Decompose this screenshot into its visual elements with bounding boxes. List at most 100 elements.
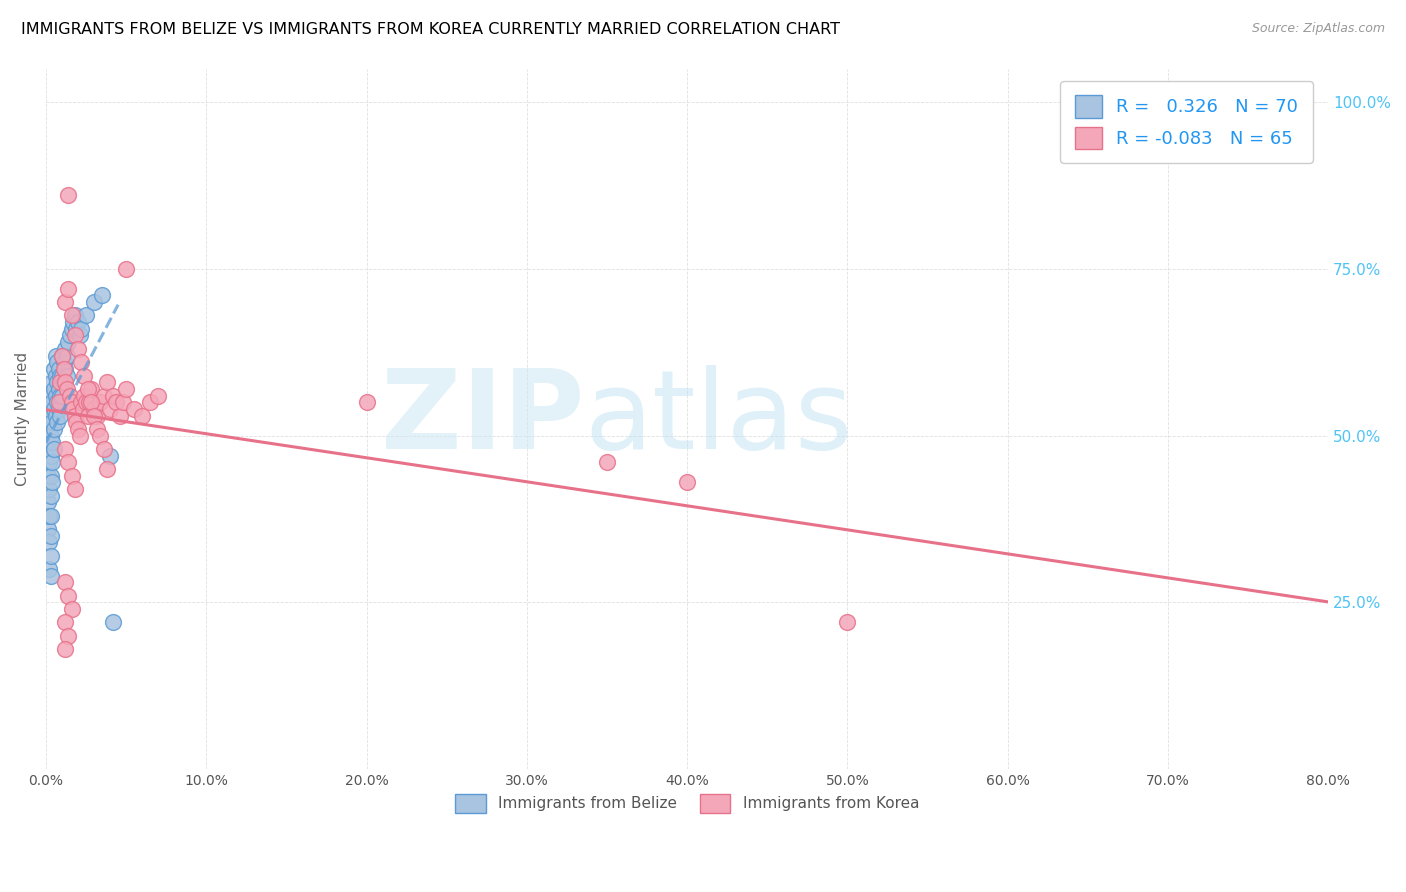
Point (39, 468, 62, 483)
Point (48, 362, 70, 376)
Point (70, 395, 93, 409)
Point (38, 482, 60, 496)
Point (38, 562, 60, 576)
Point (83, 401, 105, 416)
Point (53, 442, 76, 456)
Point (837, 615, 859, 630)
Point (66, 342, 89, 356)
Point (103, 615, 125, 630)
Point (58, 188, 80, 202)
Point (58, 335, 80, 350)
Point (45, 388, 67, 402)
Point (37, 495, 59, 509)
Point (63, 328, 86, 343)
Point (59, 328, 82, 343)
Point (53, 295, 76, 310)
Point (39, 508, 62, 523)
Point (38, 535, 60, 549)
Point (48, 382, 70, 396)
Point (66, 422, 89, 436)
Point (56, 368, 79, 383)
Point (122, 401, 145, 416)
Point (93, 442, 115, 456)
Point (98, 449, 121, 463)
Legend: Immigrants from Belize, Immigrants from Korea: Immigrants from Belize, Immigrants from … (443, 781, 931, 825)
Point (58, 589, 80, 603)
Point (58, 629, 80, 643)
Point (53, 642, 76, 657)
Point (51, 349, 73, 363)
Point (41, 375, 63, 389)
Point (39, 449, 62, 463)
Point (41, 455, 63, 469)
Point (131, 409, 153, 423)
Point (70, 322, 93, 336)
Point (58, 282, 80, 296)
Point (69, 428, 91, 442)
Point (86, 422, 108, 436)
Point (146, 388, 169, 402)
Text: atlas: atlas (585, 366, 853, 473)
Point (108, 409, 131, 423)
Point (49, 375, 72, 389)
Point (596, 455, 619, 469)
Point (69, 328, 91, 343)
Point (89, 428, 111, 442)
Point (39, 549, 62, 563)
Point (51, 349, 73, 363)
Point (58, 455, 80, 469)
Point (45, 368, 67, 383)
Point (105, 395, 128, 409)
Point (65, 322, 87, 336)
Point (51, 388, 73, 402)
Point (46, 375, 69, 389)
Point (42, 401, 65, 416)
Point (39, 529, 62, 543)
Point (42, 362, 65, 376)
Point (53, 362, 76, 376)
Point (46, 395, 69, 409)
Point (356, 395, 378, 409)
Text: IMMIGRANTS FROM BELIZE VS IMMIGRANTS FROM KOREA CURRENTLY MARRIED CORRELATION CH: IMMIGRANTS FROM BELIZE VS IMMIGRANTS FRO… (21, 22, 841, 37)
Point (65, 415, 87, 429)
Point (53, 375, 76, 389)
Point (37, 442, 59, 456)
Point (53, 342, 76, 356)
Point (62, 401, 84, 416)
Point (38, 428, 60, 442)
Point (46, 355, 69, 369)
Point (73, 388, 96, 402)
Point (63, 409, 86, 423)
Point (83, 295, 105, 310)
Point (46, 415, 69, 429)
Point (676, 475, 699, 490)
Point (70, 355, 93, 369)
Point (56, 349, 79, 363)
Point (60, 309, 83, 323)
Point (45, 409, 67, 423)
Point (53, 575, 76, 590)
Point (139, 395, 162, 409)
Point (49, 368, 72, 383)
Point (59, 388, 82, 402)
Point (37, 468, 59, 483)
Point (39, 489, 62, 503)
Point (98, 401, 121, 416)
Point (42, 382, 65, 396)
Point (77, 395, 100, 409)
Point (60, 602, 83, 616)
Point (60, 322, 83, 336)
Point (111, 395, 134, 409)
Point (41, 395, 63, 409)
Point (76, 409, 98, 423)
Point (49, 388, 72, 402)
Point (41, 475, 63, 490)
Point (60, 395, 83, 409)
Point (53, 615, 76, 630)
Point (51, 368, 73, 383)
Point (42, 422, 65, 436)
Point (39, 568, 62, 582)
Point (73, 368, 96, 383)
Point (56, 382, 79, 396)
Point (38, 455, 60, 469)
